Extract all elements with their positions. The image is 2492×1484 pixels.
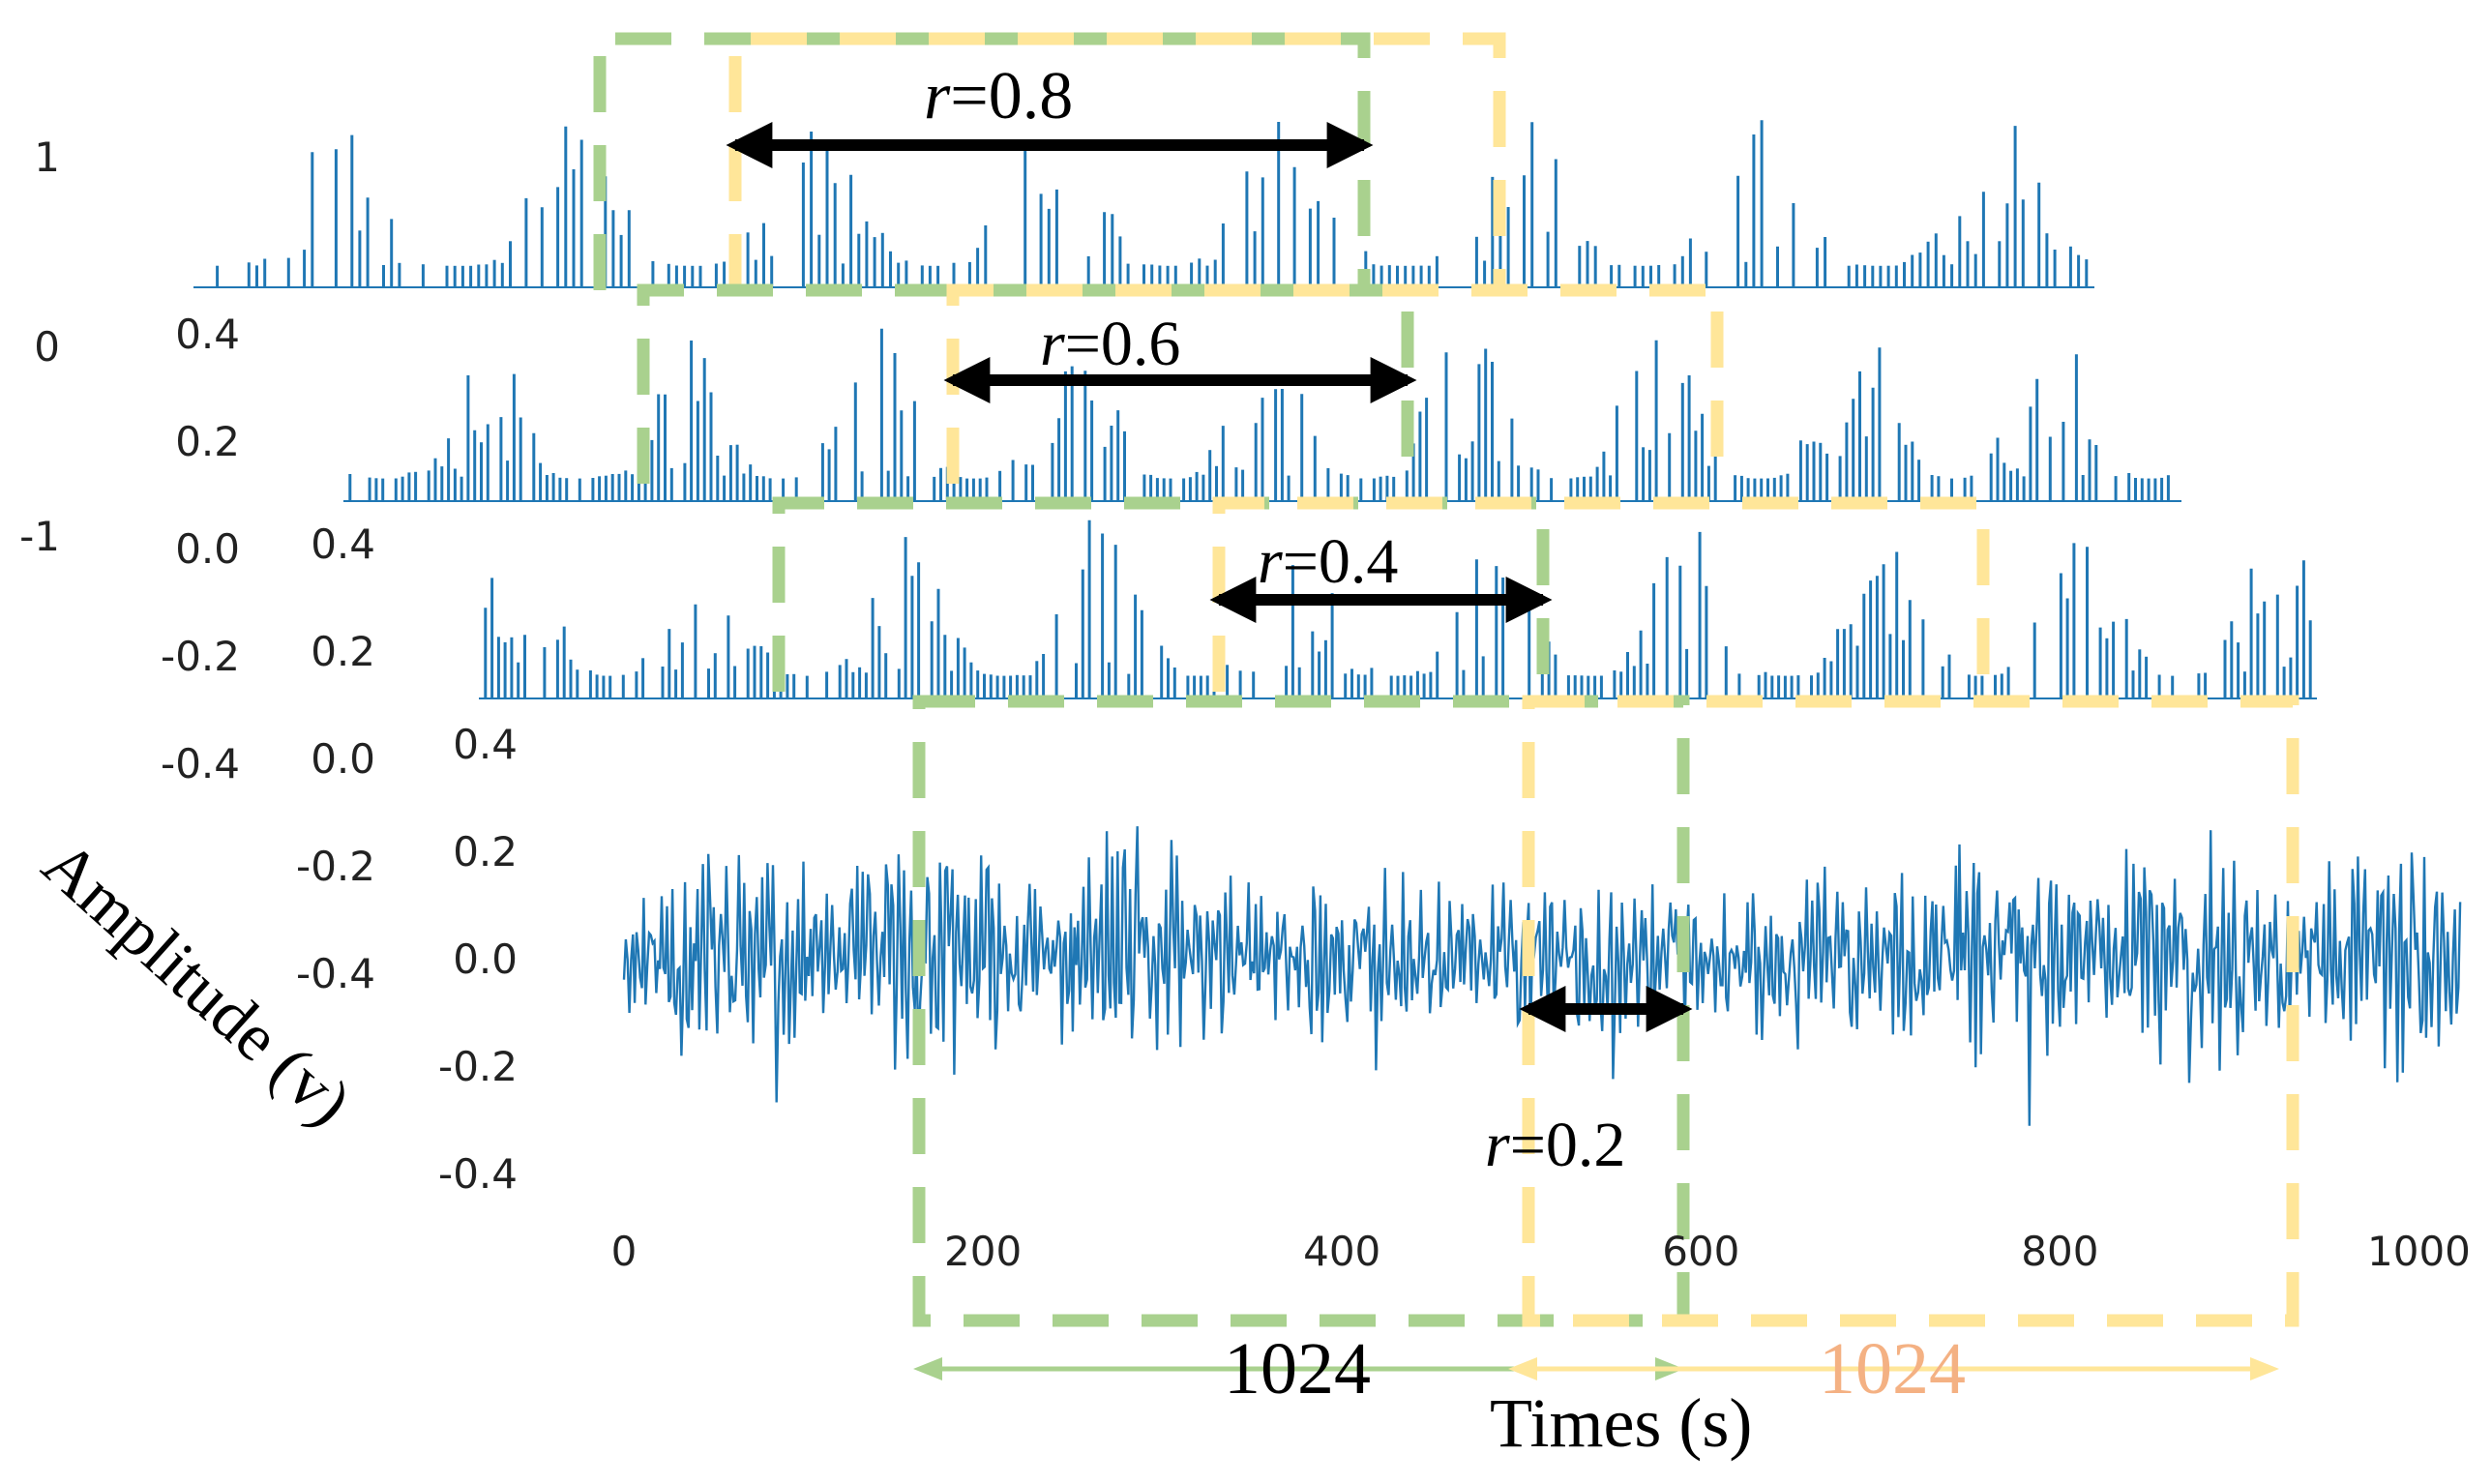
window-length-label-yellow: 1024 <box>1819 1328 1966 1410</box>
r-label-0.8: r=0.8 <box>924 59 1073 134</box>
x-axis-title: Times (s) <box>1490 1384 1752 1462</box>
chart-0.6-bars <box>343 328 2181 502</box>
r-label-0.6: r=0.6 <box>1040 309 1180 379</box>
x-tick-label: 0 <box>611 1228 638 1275</box>
y-tick-label: 0.0 <box>311 735 375 783</box>
y-tick-label: 1 <box>34 134 60 181</box>
y-tick-label: 0.2 <box>453 828 518 876</box>
chart-main-signal <box>622 826 2462 1126</box>
x-tick-label: 200 <box>944 1228 1022 1275</box>
window-length-label-green: 1024 <box>1224 1328 1371 1410</box>
main-signal-line <box>622 826 2462 1126</box>
y-tick-label: 0.0 <box>175 525 240 573</box>
x-tick-label: 1000 <box>2367 1228 2471 1275</box>
y-tick-label: 0.2 <box>175 418 240 465</box>
y-tick-label: 0.2 <box>311 628 375 675</box>
y-tick-label: -0.2 <box>296 843 375 890</box>
x-tick-label: 400 <box>1303 1228 1380 1275</box>
y-tick-label: 0.4 <box>175 311 240 358</box>
window-box-0.4-green <box>772 496 1550 692</box>
r-label-0.4: r=0.4 <box>1258 526 1398 597</box>
y-tick-label: -0.4 <box>161 740 240 787</box>
x-tick-label: 600 <box>1662 1228 1739 1275</box>
y-tick-label: -0.4 <box>296 950 375 997</box>
y-tick-label: 0.4 <box>453 721 518 768</box>
y-tick-label: 0.4 <box>311 520 375 568</box>
y-tick-label: 0.0 <box>453 935 518 983</box>
y-tick-label: -0.4 <box>438 1150 518 1198</box>
y-tick-label: -0.2 <box>161 633 240 680</box>
y-tick-label: -1 <box>19 513 60 560</box>
y-tick-label: 0 <box>34 323 60 371</box>
x-tick-label: 800 <box>2021 1228 2098 1275</box>
window-box-0.6-green <box>637 283 1414 484</box>
r-label-0.2: r=0.2 <box>1485 1110 1625 1180</box>
y-tick-label: -0.2 <box>438 1043 518 1090</box>
